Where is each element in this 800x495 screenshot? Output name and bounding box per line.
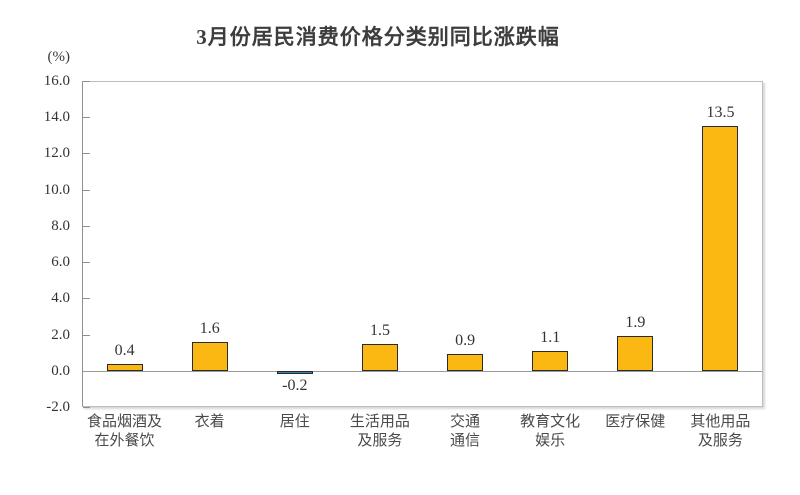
bar-7 — [702, 126, 739, 371]
category-label-line: 食品烟酒及 — [87, 414, 163, 430]
y-tick-mark — [83, 189, 90, 191]
bar-5 — [532, 350, 569, 371]
category-label-line: 医疗保健 — [605, 414, 666, 430]
y-tick-label: 12.0 — [43, 145, 70, 162]
bar-value-label: 1.9 — [625, 314, 646, 332]
bar-4 — [447, 354, 484, 371]
category-label-line: 交通 — [450, 414, 481, 430]
category-label-line: 生活用品 — [349, 414, 410, 430]
bar-value-label: 1.5 — [369, 321, 390, 339]
category-label-2: 居住 — [252, 413, 337, 432]
y-tick-label: 6.0 — [51, 254, 70, 271]
category-label-line: 娱乐 — [535, 433, 566, 449]
chart-title: 3月份居民消费价格分类别同比涨跌幅 — [196, 25, 560, 49]
category-label-line: 及服务 — [697, 433, 743, 449]
bar-3 — [361, 343, 398, 371]
y-tick-mark — [83, 225, 90, 227]
y-tick-mark — [83, 407, 90, 408]
category-label-line: 及服务 — [357, 433, 403, 449]
y-tick-label: 14.0 — [43, 109, 70, 126]
bar-value-label: 13.5 — [706, 104, 735, 122]
bar-2 — [276, 370, 313, 375]
category-label-line: 其他用品 — [690, 414, 751, 430]
y-tick-mark — [83, 153, 90, 155]
category-label-7: 其他用品 及服务 — [678, 413, 763, 451]
category-label-4: 交通 通信 — [423, 413, 508, 451]
y-tick-mark — [83, 81, 90, 82]
y-tick-label: 4.0 — [51, 290, 70, 307]
category-label-line: 教育文化 — [520, 414, 581, 430]
category-label-line: 居住 — [279, 414, 310, 430]
bar-1 — [191, 341, 228, 371]
y-tick-mark — [83, 262, 90, 264]
y-tick-label: 8.0 — [51, 217, 70, 234]
category-label-5: 教育文化 娱乐 — [508, 413, 593, 451]
bar-value-label: 0.9 — [455, 332, 476, 350]
category-label-line: 衣着 — [194, 414, 225, 430]
bar-0 — [106, 363, 143, 371]
bar-value-label: 0.4 — [114, 341, 135, 359]
y-tick-label: 2.0 — [51, 326, 70, 343]
bar-6 — [617, 336, 654, 371]
y-tick-label: 0.0 — [51, 362, 70, 379]
y-tick-mark — [83, 334, 90, 336]
y-tick-mark — [83, 117, 90, 119]
y-tick-mark — [83, 298, 90, 300]
category-label-line: 在外餐饮 — [94, 433, 155, 449]
zero-baseline — [83, 370, 762, 372]
bar-value-label: 1.6 — [199, 319, 220, 337]
category-label-0: 食品烟酒及 在外餐饮 — [82, 413, 167, 451]
y-axis-unit-label: (%) — [47, 49, 71, 65]
category-label-6: 医疗保健 — [593, 413, 678, 432]
bar-value-label: 1.1 — [540, 328, 561, 346]
bar-value-label: -0.2 — [282, 377, 308, 395]
plot-area — [82, 81, 763, 407]
y-tick-label: 16.0 — [43, 73, 70, 89]
category-label-1: 衣着 — [167, 413, 252, 432]
category-label-line: 通信 — [450, 433, 481, 449]
category-label-3: 生活用品 及服务 — [337, 413, 422, 451]
y-tick-label: -2.0 — [46, 399, 70, 415]
y-tick-label: 10.0 — [43, 181, 70, 198]
